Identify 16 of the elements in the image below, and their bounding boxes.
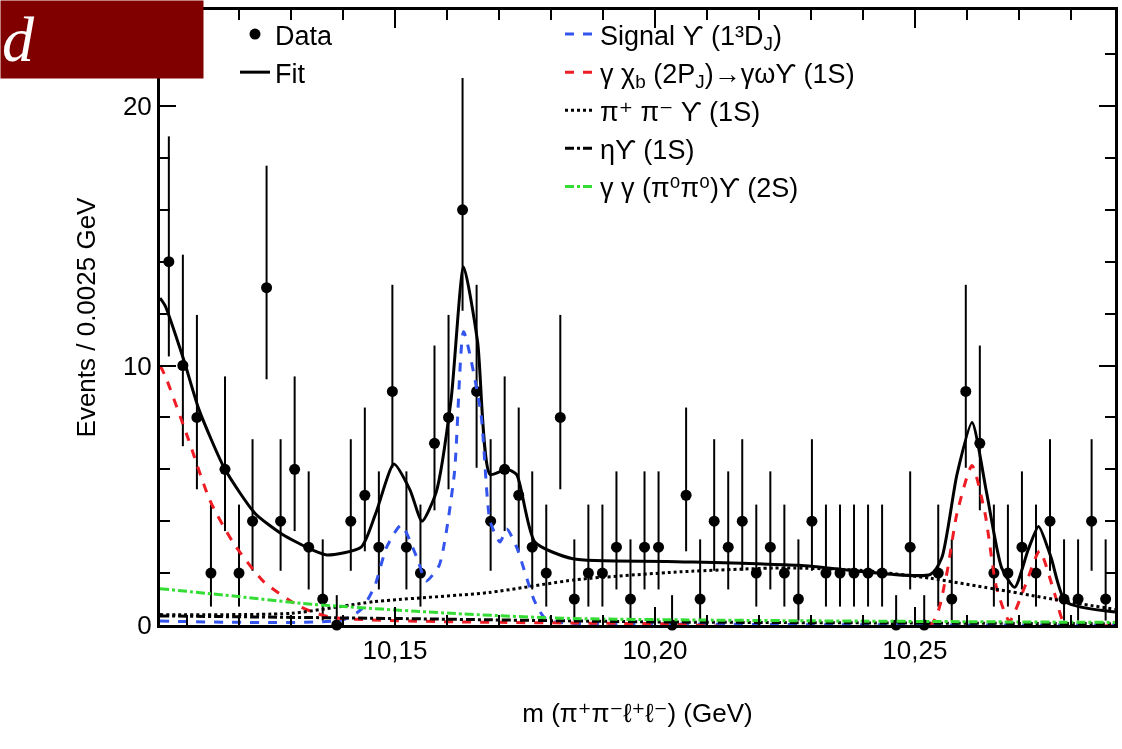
legend-label: Signal ϒ (1³D$_{J}$) [600, 20, 782, 55]
x-tick-label: 10,15 [362, 635, 428, 666]
x-tick-label: 10,20 [622, 635, 688, 666]
legend-label: Data [275, 20, 334, 51]
legend-label: Fit [275, 58, 306, 89]
y-tick-label: 20 [122, 91, 152, 122]
y-axis-title: Events / 0.0025 GeV [71, 196, 102, 438]
x-tick-label: 10,25 [882, 635, 948, 666]
legend-label: ηϒ (1S) [600, 134, 695, 165]
legend-label: π⁺ π⁻ ϒ (1S) [600, 96, 761, 127]
legend-label: γ γ (π⁰π⁰)ϒ (2S) [600, 172, 799, 203]
legend-label: γ χ$_{b}$ (2P$_{J}$)→γωϒ (1S) [600, 58, 855, 93]
chart-title: d [2, 4, 35, 75]
y-tick-label: 10 [122, 350, 152, 381]
y-tick-label: 0 [137, 610, 152, 641]
x-axis-title: m (π⁺π⁻ℓ⁺ℓ⁻) (GeV) [522, 697, 753, 728]
